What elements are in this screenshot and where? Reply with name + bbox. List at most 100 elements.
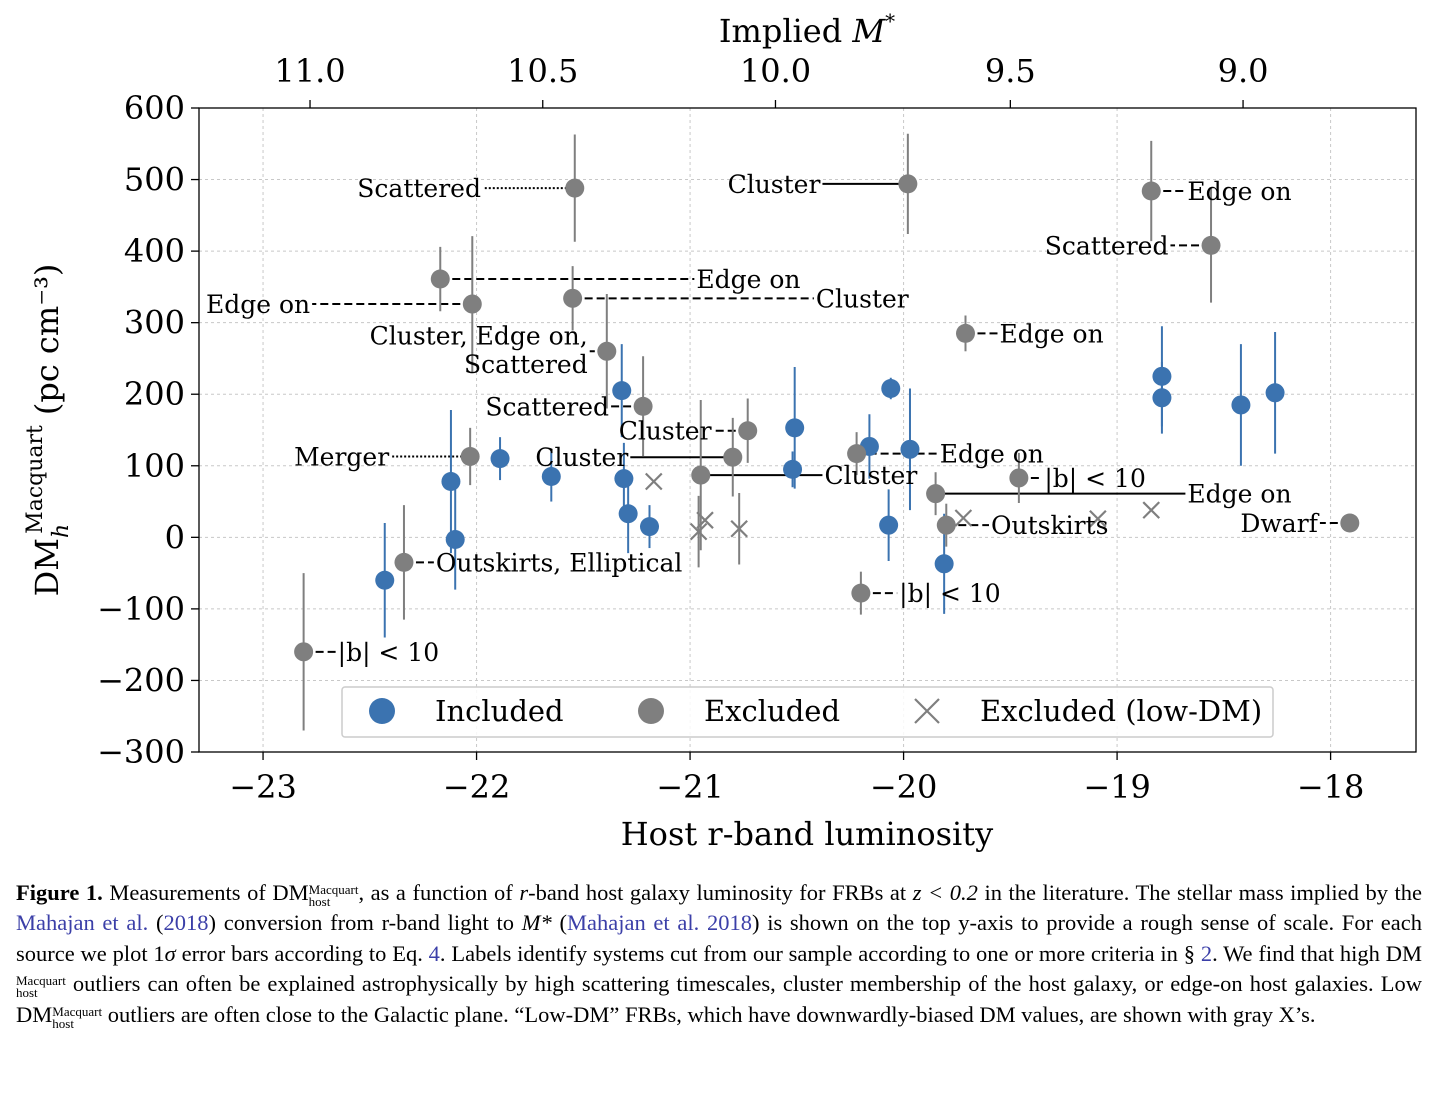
excluded-point <box>926 484 946 504</box>
x-tick-label: −19 <box>1083 768 1151 806</box>
included-point <box>1152 366 1172 386</box>
axes: −23 −22 −21 −20 −19 −18 −300 −200 −100 0 100 200 300… <box>97 52 1364 806</box>
top-tick-label: 11.0 <box>274 52 345 90</box>
x-tick-label: −18 <box>1297 768 1365 806</box>
y-axis-label-sub: h <box>49 524 74 538</box>
annotation-label: Outskirts, Elliptical <box>436 548 683 577</box>
excluded-point <box>294 642 314 662</box>
excluded-point <box>1141 181 1161 201</box>
top-tick-label: 10.5 <box>507 52 578 90</box>
included-point <box>785 418 805 438</box>
excluded-point <box>1009 468 1029 488</box>
legend-x-marker <box>914 698 940 724</box>
annotation-label: Scattered <box>357 174 481 203</box>
annotation-label: Cluster <box>535 443 628 472</box>
x-axis-label: Host r-band luminosity <box>621 815 993 853</box>
annotation-label: Merger <box>294 442 389 471</box>
top-tick-label: 9.0 <box>1218 52 1269 90</box>
excluded-point <box>691 465 711 485</box>
y-axis-label-sup: Macquart <box>23 425 48 534</box>
x-marker <box>696 511 714 529</box>
x-marker-stroke <box>696 511 714 529</box>
annotation-label: Edge on <box>696 265 800 294</box>
excluded-point <box>847 444 867 464</box>
y-tick-label: 400 <box>124 232 185 270</box>
excluded-point <box>936 515 956 535</box>
excluded-point <box>1201 235 1221 255</box>
excluded-point <box>1340 513 1360 533</box>
citation-year-link[interactable]: 2018 <box>163 910 209 936</box>
y-tick-label: −200 <box>97 661 185 699</box>
error-bars <box>302 133 1351 731</box>
annotation-label: Cluster <box>816 284 909 313</box>
annotation-label: |b| < 10 <box>338 638 440 668</box>
excluded-point <box>723 447 743 467</box>
x-tick-label: −23 <box>229 768 297 806</box>
plot-frame <box>198 107 1417 753</box>
annotation-label: Cluster <box>619 417 712 446</box>
annotation-labels: Scattered Cluster Edge on Scattered Edge on E… <box>206 170 1320 668</box>
legend-x-stroke <box>914 698 940 724</box>
annotation-label: Edge on <box>940 440 1044 469</box>
x-marker-stroke <box>1142 501 1161 519</box>
top-axis-label: Implied M* <box>719 9 895 50</box>
legend-marker <box>369 698 395 724</box>
y-axis-label-dm: DM <box>28 538 66 596</box>
x-marker-stroke <box>954 509 973 527</box>
included-point <box>541 467 561 487</box>
included-point <box>1265 383 1285 403</box>
excluded-point <box>597 341 617 361</box>
y-tick-label: 300 <box>124 304 185 342</box>
included-point <box>783 459 803 479</box>
legend-box <box>341 686 1274 738</box>
included-point <box>879 515 899 535</box>
legend-label: Included <box>435 694 564 728</box>
legend-label: Excluded (low-DM) <box>980 694 1262 728</box>
y-tick-label: 600 <box>124 89 185 127</box>
included-point <box>640 517 660 537</box>
x-marker-stroke <box>1089 509 1107 528</box>
annotation-label: Edge on <box>206 290 310 319</box>
annotation-label: |b| < 10 <box>899 579 1001 609</box>
citation-link-2[interactable]: Mahajan et al. 2018 <box>567 910 752 936</box>
annotation-label: Scattered <box>1045 231 1169 260</box>
excluded-point <box>851 583 871 603</box>
legend-marker <box>638 698 664 724</box>
excluded-point <box>955 323 975 343</box>
annotation-label: Scattered <box>485 392 609 421</box>
x-marker <box>1089 509 1107 528</box>
y-axis-label-units: (pc cm⁻³) <box>28 264 66 416</box>
x-tick-label: −22 <box>443 768 511 806</box>
excluded-point <box>394 552 414 572</box>
annotation-label: Edge on <box>1187 480 1291 509</box>
data-points <box>294 174 1360 662</box>
excluded-point <box>633 396 653 416</box>
excluded-point <box>738 421 758 441</box>
included-point <box>490 449 510 469</box>
section-link[interactable]: 2 <box>1200 940 1213 966</box>
dm-superscript-stack-2: Macquart host <box>16 973 66 1001</box>
figure-caption: Figure 1. Measurements of DM Macquart host… <box>16 880 1422 1031</box>
excluded-point <box>563 288 583 308</box>
y-tick-label: 0 <box>165 518 185 556</box>
excluded-point <box>898 174 918 194</box>
citation-link[interactable]: Mahajan et al. <box>16 910 149 936</box>
included-point <box>375 570 395 590</box>
annotation-label: Cluster <box>728 170 821 199</box>
x-marker-stroke <box>644 472 663 491</box>
equation-link[interactable]: 4 <box>428 940 440 966</box>
included-point <box>441 472 461 492</box>
y-tick-label: 100 <box>124 447 185 485</box>
x-marker <box>644 472 663 491</box>
x-marker <box>954 509 973 527</box>
svg-text:DMhMacquart(pc cm⁻³): DMhMacquart (pc cm⁻³) <box>23 264 74 597</box>
y-tick-label: −300 <box>97 733 185 771</box>
x-marker-stroke <box>689 522 708 541</box>
dm-superscript-stack-3: Macquart host <box>52 1003 103 1031</box>
included-point <box>881 378 901 398</box>
included-point <box>445 529 465 549</box>
included-point <box>934 554 954 574</box>
annotation-label: |b| < 10 <box>1044 464 1146 494</box>
annotation-label: Edge on <box>1187 177 1291 206</box>
included-point <box>612 381 632 401</box>
